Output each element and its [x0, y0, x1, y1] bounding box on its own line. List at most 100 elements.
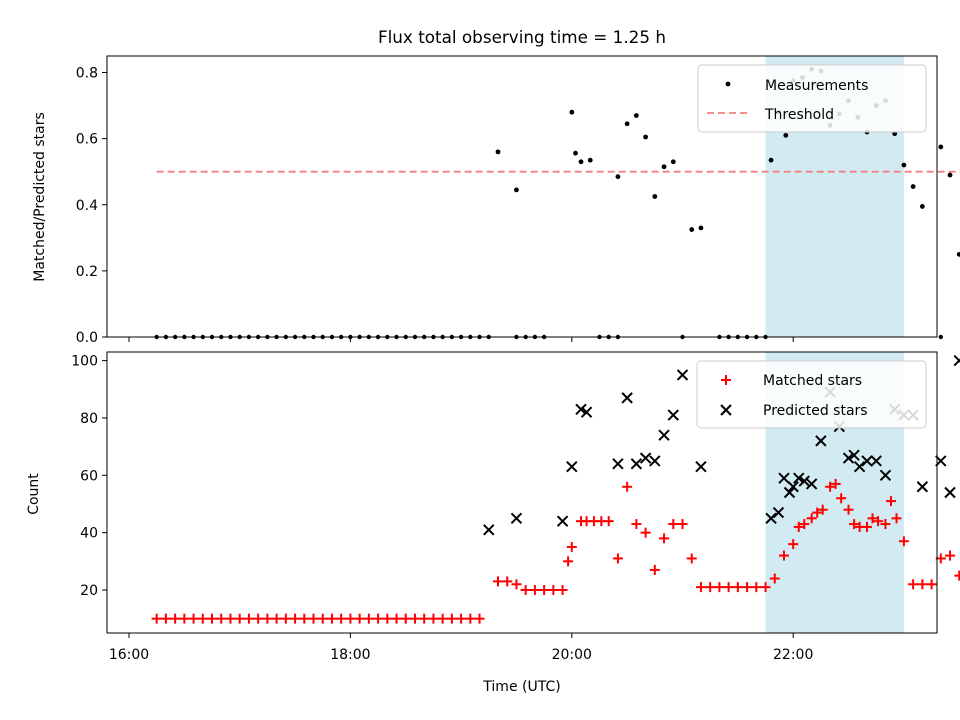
measurement-point	[901, 162, 907, 168]
matched-star-point	[419, 613, 430, 624]
predicted-star-point	[621, 392, 633, 404]
predicted-marker-b	[953, 358, 960, 367]
top-y-tick-label: 0.2	[76, 264, 98, 280]
predicted-star-point	[815, 435, 827, 447]
predicted-marker-b	[916, 481, 929, 493]
predicted-marker-b	[649, 455, 661, 467]
measurement-point	[643, 134, 648, 140]
predicted-marker-b	[658, 429, 670, 441]
matched-star-point	[778, 550, 789, 561]
chart-title: Flux total observing time = 1.25 h	[378, 27, 666, 47]
matched-star-point	[760, 582, 771, 593]
matched-star-point	[612, 553, 623, 564]
predicted-star-point	[612, 458, 624, 470]
matched-star-point	[409, 613, 420, 624]
predicted-star-point	[944, 486, 956, 499]
bottom-y-tick-label: 80	[80, 411, 98, 427]
matched-star-point	[354, 613, 365, 624]
matched-star-point	[474, 613, 485, 624]
top-y-tick-label: 0.8	[76, 66, 98, 82]
matched-star-point	[428, 613, 439, 624]
matched-star-point	[511, 579, 522, 590]
matched-star-point	[529, 584, 540, 595]
matched-star-point	[363, 613, 374, 624]
predicted-marker-b	[556, 515, 569, 527]
matched-star-point	[446, 613, 457, 624]
measurement-point	[910, 184, 916, 189]
matched-star-point	[622, 481, 633, 492]
measurement-point	[938, 334, 943, 340]
measurement-point	[938, 144, 944, 150]
matched-star-point	[548, 584, 559, 595]
matched-star-point	[732, 582, 743, 593]
matched-star-point	[817, 504, 828, 515]
legend-matched-swatch	[721, 375, 731, 385]
predicted-marker-b	[639, 452, 652, 464]
matched-star-point	[945, 550, 956, 561]
predicted-marker-b	[787, 481, 799, 493]
matched-star-point	[207, 613, 218, 624]
matched-star-point	[751, 582, 762, 593]
predicted-star-point	[772, 506, 785, 519]
matched-star-point	[563, 556, 574, 567]
predicted-marker-b	[861, 455, 873, 467]
matched-star-point	[836, 493, 847, 504]
predicted-star-point	[676, 369, 689, 381]
measurement-point	[947, 172, 953, 178]
legend-predicted-label: Predicted stars	[763, 403, 868, 419]
bottom-x-tick-label: 18:00	[330, 647, 370, 663]
top-legend: Measurements Threshold	[697, 64, 927, 133]
measurement-point	[569, 109, 575, 115]
predicted-marker-b	[566, 460, 578, 473]
predicted-star-point	[580, 406, 593, 418]
matched-star-point	[862, 521, 872, 532]
predicted-star-point	[566, 460, 578, 473]
predicted-star-point	[787, 481, 799, 493]
matched-star-point	[742, 582, 753, 593]
predicted-star-point	[639, 452, 652, 464]
bottom-y-tick-label: 40	[80, 526, 98, 542]
bottom-y-axis-label: Count	[26, 473, 42, 515]
bottom-legend-box	[696, 360, 927, 429]
top-y-axis-label: Matched/Predicted stars	[32, 112, 48, 282]
predicted-marker-b	[510, 512, 523, 525]
matched-star-point	[262, 613, 273, 624]
predicted-marker-b	[667, 409, 679, 421]
legend-matched-label: Matched stars	[763, 373, 862, 389]
matched-star-point	[336, 613, 347, 624]
matched-star-point	[391, 613, 402, 624]
measurement-point	[956, 251, 960, 257]
measurement-point	[698, 225, 704, 231]
predicted-star-point	[667, 409, 679, 421]
measurement-point	[495, 149, 501, 155]
predicted-star-point	[483, 524, 495, 536]
bottom-x-tick-label: 20:00	[552, 647, 592, 663]
predicted-marker-b	[483, 524, 495, 536]
predicted-marker-b	[580, 406, 593, 418]
predicted-star-point	[798, 475, 810, 487]
predicted-star-point	[848, 449, 860, 461]
matched-star-point	[557, 584, 568, 595]
predicted-star-point	[556, 515, 569, 527]
predicted-marker-b	[853, 460, 866, 473]
predicted-marker-b	[805, 478, 818, 490]
matched-star-point	[253, 613, 264, 624]
predicted-marker-b	[793, 472, 805, 484]
matched-star-point	[793, 521, 804, 532]
matched-star-point	[830, 478, 841, 489]
matched-star-point	[437, 613, 448, 624]
matched-star-point	[382, 613, 393, 624]
predicted-marker-b	[815, 435, 827, 447]
predicted-star-point	[793, 472, 805, 484]
predicted-marker-b	[944, 486, 956, 499]
measurement-point	[573, 150, 578, 156]
predicted-star-point	[842, 452, 855, 464]
predicted-marker-b	[612, 458, 624, 470]
matched-star-point	[917, 579, 928, 590]
matched-star-point	[326, 613, 337, 624]
matched-star-point	[197, 613, 208, 624]
bottom-plot-frame	[106, 351, 938, 634]
bottom-y-tick-label: 60	[80, 468, 98, 484]
matched-star-point	[280, 613, 291, 624]
